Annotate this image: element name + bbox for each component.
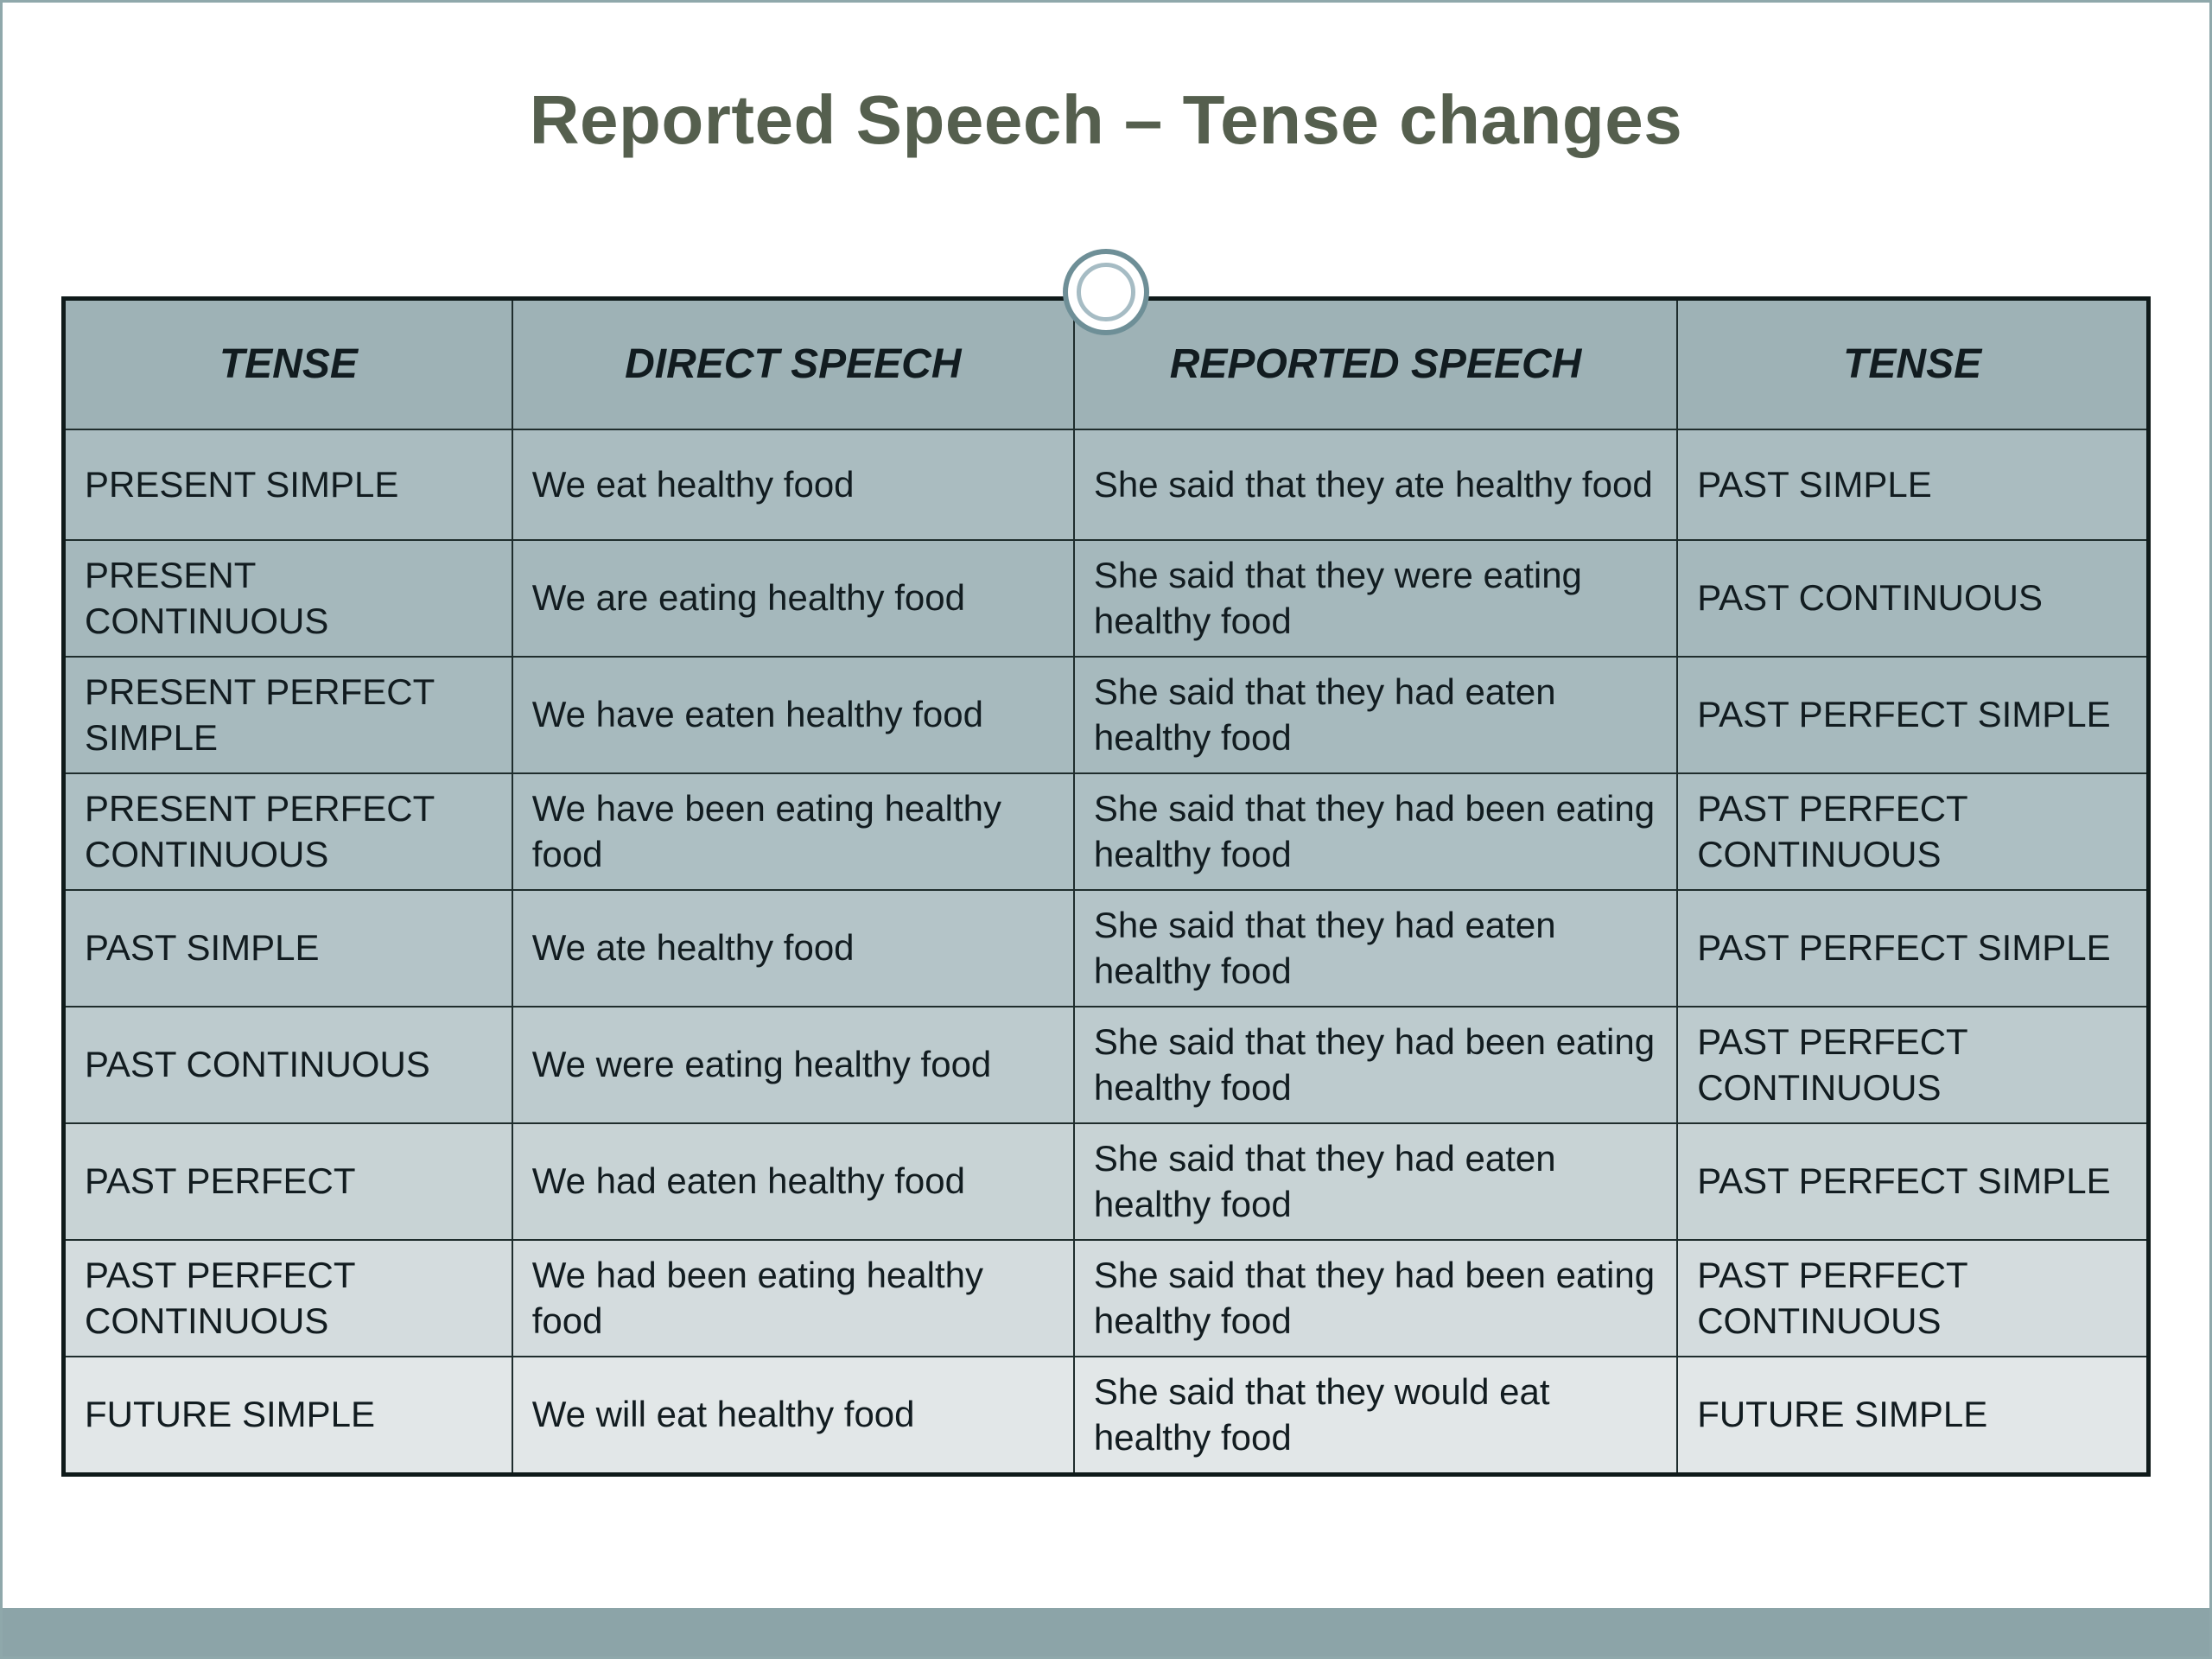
cell-tense-in: PAST CONTINUOUS: [66, 1007, 513, 1124]
cell-reported: She said that they had been eating healt…: [1075, 774, 1678, 891]
cell-tense-out: PAST PERFECT SIMPLE: [1678, 658, 2146, 774]
cell-reported: She said that they had been eating healt…: [1075, 1241, 1678, 1357]
cell-reported: She said that they had eaten healthy foo…: [1075, 658, 1678, 774]
col-header-reported: REPORTED SPEECH: [1075, 301, 1678, 430]
cell-tense-out: PAST PERFECT SIMPLE: [1678, 891, 2146, 1007]
cell-tense-out: FUTURE SIMPLE: [1678, 1357, 2146, 1472]
cell-reported: She said that they had eaten healthy foo…: [1075, 891, 1678, 1007]
col-header-tense-in: TENSE: [66, 301, 513, 430]
slide: Reported Speech – Tense changes TENSE DI…: [0, 0, 2212, 1659]
tense-table: TENSE DIRECT SPEECH REPORTED SPEECH TENS…: [61, 296, 2151, 1477]
table-row: PAST SIMPLE We ate healthy food She said…: [66, 891, 2146, 1007]
cell-tense-out: PAST CONTINUOUS: [1678, 541, 2146, 658]
footer-band: [3, 1608, 2209, 1656]
cell-direct: We had been eating healthy food: [513, 1241, 1075, 1357]
cell-direct: We were eating healthy food: [513, 1007, 1075, 1124]
cell-reported: She said that they had been eating healt…: [1075, 1007, 1678, 1124]
table-row: PRESENT PERFECT CONTINUOUS We have been …: [66, 774, 2146, 891]
cell-tense-in: PRESENT SIMPLE: [66, 430, 513, 541]
table-row: PAST PERFECT CONTINUOUS We had been eati…: [66, 1241, 2146, 1357]
cell-reported: She said that they would eat healthy foo…: [1075, 1357, 1678, 1472]
cell-reported: She said that they were eating healthy f…: [1075, 541, 1678, 658]
cell-tense-in: FUTURE SIMPLE: [66, 1357, 513, 1472]
cell-reported: She said that they ate healthy food: [1075, 430, 1678, 541]
cell-tense-out: PAST PERFECT CONTINUOUS: [1678, 1007, 2146, 1124]
page-title: Reported Speech – Tense changes: [35, 11, 2177, 220]
table-row: PAST CONTINUOUS We were eating healthy f…: [66, 1007, 2146, 1124]
cell-direct: We ate healthy food: [513, 891, 1075, 1007]
cell-direct: We have been eating healthy food: [513, 774, 1075, 891]
table-row: PRESENT SIMPLE We eat healthy food She s…: [66, 430, 2146, 541]
inner-card: Reported Speech – Tense changes TENSE DI…: [35, 11, 2177, 1605]
cell-tense-out: PAST PERFECT SIMPLE: [1678, 1124, 2146, 1241]
cell-tense-in: PRESENT PERFECT SIMPLE: [66, 658, 513, 774]
cell-tense-out: PAST PERFECT CONTINUOUS: [1678, 1241, 2146, 1357]
table-row: FUTURE SIMPLE We will eat healthy food S…: [66, 1357, 2146, 1472]
cell-direct: We eat healthy food: [513, 430, 1075, 541]
cell-tense-in: PRESENT PERFECT CONTINUOUS: [66, 774, 513, 891]
col-header-tense-out: TENSE: [1678, 301, 2146, 430]
cell-tense-in: PAST SIMPLE: [66, 891, 513, 1007]
table-row: PRESENT PERFECT SIMPLE We have eaten hea…: [66, 658, 2146, 774]
table-row: PRESENT CONTINUOUS We are eating healthy…: [66, 541, 2146, 658]
table-row: PAST PERFECT We had eaten healthy food S…: [66, 1124, 2146, 1241]
cell-direct: We have eaten healthy food: [513, 658, 1075, 774]
cell-reported: She said that they had eaten healthy foo…: [1075, 1124, 1678, 1241]
cell-tense-in: PAST PERFECT CONTINUOUS: [66, 1241, 513, 1357]
cell-direct: We had eaten healthy food: [513, 1124, 1075, 1241]
cell-direct: We will eat healthy food: [513, 1357, 1075, 1472]
cell-tense-out: PAST PERFECT CONTINUOUS: [1678, 774, 2146, 891]
ring-inner-icon: [1077, 263, 1135, 321]
cell-tense-in: PAST PERFECT: [66, 1124, 513, 1241]
col-header-direct: DIRECT SPEECH: [513, 301, 1075, 430]
cell-direct: We are eating healthy food: [513, 541, 1075, 658]
decorative-ring-icon: [1063, 249, 1149, 335]
cell-tense-in: PRESENT CONTINUOUS: [66, 541, 513, 658]
cell-tense-out: PAST SIMPLE: [1678, 430, 2146, 541]
